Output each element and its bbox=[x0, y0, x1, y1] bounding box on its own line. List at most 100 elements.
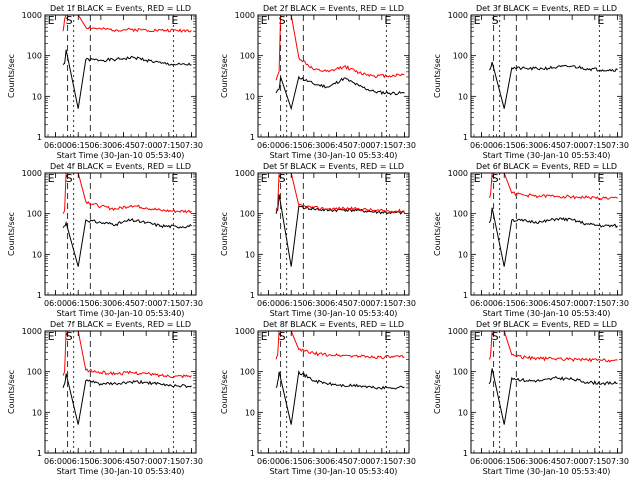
y-tick-label: 10 bbox=[458, 250, 468, 259]
chart-panel-9: Det 9f BLACK = Events, RED = LLD 1 10 100 10… bbox=[433, 320, 629, 476]
x-tick-label: 07:30 bbox=[606, 141, 629, 150]
x-tick-label: 06:00 bbox=[44, 457, 67, 466]
x-tick-label: 06:15 bbox=[280, 141, 303, 150]
y-tick-label: 100 bbox=[453, 210, 468, 219]
x-tick-label: 06:45 bbox=[538, 299, 561, 308]
phase-marker-e: E bbox=[171, 330, 178, 343]
y-axis-label: Counts/sec bbox=[220, 370, 229, 414]
chart-title: Det 3f BLACK = Events, RED = LLD bbox=[476, 4, 617, 13]
x-tick-label: 07:15 bbox=[583, 299, 606, 308]
series-events-line bbox=[62, 217, 192, 267]
x-tick-label: 06:00 bbox=[44, 299, 67, 308]
y-axis-label: Counts/sec bbox=[7, 54, 16, 98]
chart-panel-7: Det 7f BLACK = Events, RED = LLD 1 10 100 10… bbox=[7, 320, 203, 476]
phase-marker-s: S bbox=[492, 14, 499, 27]
x-tick-label: 06:45 bbox=[112, 457, 135, 466]
plot-frame bbox=[257, 330, 410, 454]
y-tick-label: 1 bbox=[37, 291, 42, 300]
x-tick-label: 07:15 bbox=[583, 457, 606, 466]
x-tick-label: 07:15 bbox=[157, 457, 180, 466]
plot-frame bbox=[44, 14, 197, 138]
series-lld-line bbox=[62, 14, 192, 33]
y-tick-label: 1000 bbox=[22, 169, 42, 178]
x-tick-label: 07:30 bbox=[180, 457, 203, 466]
x-tick-label: 06:15 bbox=[493, 299, 516, 308]
x-tick-label: 07:30 bbox=[393, 141, 416, 150]
series-lld-line bbox=[275, 172, 405, 214]
y-tick-label: 100 bbox=[240, 210, 255, 219]
x-tick-label: 06:30 bbox=[515, 457, 538, 466]
x-axis-label: Start Time (30-Jan-10 05:53:40) bbox=[270, 467, 398, 476]
y-tick-label: 1 bbox=[250, 449, 255, 458]
chart-panel-1: Det 1f BLACK = Events, RED = LLD 1 10 100 10… bbox=[7, 4, 203, 160]
x-tick-label: 07:00 bbox=[348, 299, 371, 308]
phase-marker-e: E bbox=[171, 14, 178, 27]
y-tick-label: 1 bbox=[250, 133, 255, 142]
phase-marker-e: E bbox=[474, 14, 481, 27]
phase-marker-e: E bbox=[597, 330, 604, 343]
x-tick-label: 07:30 bbox=[180, 299, 203, 308]
x-tick-label: 06:00 bbox=[257, 299, 280, 308]
x-tick-label: 07:00 bbox=[135, 141, 158, 150]
x-tick-label: 06:15 bbox=[67, 141, 90, 150]
x-tick-label: 06:00 bbox=[470, 141, 493, 150]
y-axis-label: Counts/sec bbox=[433, 54, 442, 98]
x-tick-label: 07:30 bbox=[606, 299, 629, 308]
series-lld-line bbox=[488, 172, 618, 201]
x-tick-label: 07:15 bbox=[583, 141, 606, 150]
plot-frame bbox=[44, 330, 197, 454]
plot-frame bbox=[470, 330, 623, 454]
x-tick-label: 06:45 bbox=[538, 457, 561, 466]
series-events-line bbox=[275, 75, 405, 111]
series-lld-line bbox=[275, 330, 405, 360]
x-tick-label: 06:45 bbox=[112, 141, 135, 150]
series-lld-line bbox=[62, 330, 192, 379]
x-tick-label: 06:15 bbox=[493, 457, 516, 466]
phase-marker-e: E bbox=[384, 172, 391, 185]
y-tick-label: 100 bbox=[240, 368, 255, 377]
y-tick-label: 10 bbox=[458, 408, 468, 417]
y-tick-label: 100 bbox=[27, 210, 42, 219]
x-tick-label: 07:15 bbox=[157, 299, 180, 308]
phase-marker-e: E bbox=[384, 330, 391, 343]
series-events-line bbox=[488, 61, 618, 109]
x-tick-label: 06:45 bbox=[325, 141, 348, 150]
plot-frame bbox=[257, 172, 410, 296]
phase-marker-e: E bbox=[48, 14, 55, 27]
x-tick-label: 06:30 bbox=[515, 141, 538, 150]
y-tick-label: 100 bbox=[240, 52, 255, 61]
chart-title: Det 6f BLACK = Events, RED = LLD bbox=[476, 162, 617, 171]
phase-marker-s: S bbox=[279, 172, 286, 185]
x-axis-label: Start Time (30-Jan-10 05:53:40) bbox=[483, 467, 611, 476]
y-tick-label: 1 bbox=[463, 449, 468, 458]
chart-title: Det 1f BLACK = Events, RED = LLD bbox=[50, 4, 191, 13]
y-axis-label: Counts/sec bbox=[433, 212, 442, 256]
y-tick-label: 1000 bbox=[22, 11, 42, 20]
chart-title: Det 8f BLACK = Events, RED = LLD bbox=[263, 320, 404, 329]
x-tick-label: 07:30 bbox=[180, 141, 203, 150]
phase-marker-s: S bbox=[66, 14, 73, 27]
y-tick-label: 100 bbox=[453, 52, 468, 61]
y-tick-label: 100 bbox=[27, 368, 42, 377]
series-events-line bbox=[275, 370, 405, 425]
x-tick-label: 06:30 bbox=[89, 299, 112, 308]
plot-frame bbox=[470, 172, 623, 296]
y-axis-label: Counts/sec bbox=[433, 370, 442, 414]
x-tick-label: 07:30 bbox=[393, 457, 416, 466]
series-events-line bbox=[62, 373, 192, 425]
phase-marker-e: E bbox=[261, 330, 268, 343]
series-events-line bbox=[488, 368, 618, 425]
series-events-line bbox=[275, 194, 405, 267]
x-axis-label: Start Time (30-Jan-10 05:53:40) bbox=[483, 151, 611, 160]
x-tick-label: 07:15 bbox=[157, 141, 180, 150]
phase-marker-s: S bbox=[279, 14, 286, 27]
chart-panel-3: Det 3f BLACK = Events, RED = LLD 1 10 100 10… bbox=[433, 4, 629, 160]
y-tick-label: 1 bbox=[37, 133, 42, 142]
phase-marker-s: S bbox=[492, 172, 499, 185]
chart-panel-6: Det 6f BLACK = Events, RED = LLD 1 10 100 10… bbox=[433, 162, 629, 318]
series-lld-line bbox=[488, 330, 618, 363]
y-tick-label: 1000 bbox=[235, 327, 255, 336]
x-tick-label: 07:30 bbox=[393, 299, 416, 308]
y-axis-label: Counts/sec bbox=[220, 212, 229, 256]
